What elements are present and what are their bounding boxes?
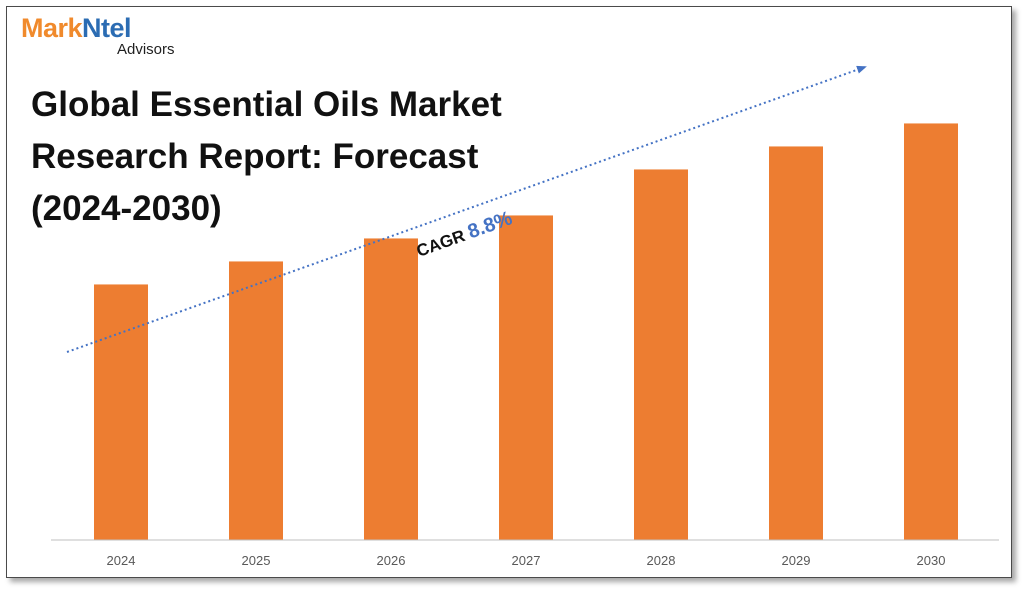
cagr-label: CAGR	[414, 224, 472, 260]
logo-subtitle: Advisors	[117, 41, 175, 58]
x-tick-labels: 2024 2025 2026 2027 2028 2029 2030	[107, 553, 946, 568]
bar-2029	[769, 146, 823, 540]
bar-2028	[634, 169, 688, 540]
bar-2027	[499, 215, 553, 540]
logo-ntel-text: Ntel	[82, 13, 132, 43]
logo-wordmark: MarkNtel	[21, 13, 221, 43]
x-tick-label-2024: 2024	[107, 553, 136, 568]
x-tick-label-2027: 2027	[512, 553, 541, 568]
bar-chart: 2024 2025 2026 2027 2028 2029 2030 CAGR 8.8%	[51, 65, 999, 568]
logo-mark-text: Mark	[21, 13, 83, 43]
bar-2030	[904, 123, 958, 540]
title-line-1: Global Essential Oils Market	[31, 85, 502, 124]
bar-2025	[229, 261, 283, 540]
chart-title: Global Essential Oils Market Research Re…	[31, 79, 591, 235]
x-tick-label-2028: 2028	[647, 553, 676, 568]
marknetel-logo: MarkNtel Advisors	[21, 13, 221, 63]
x-tick-label-2029: 2029	[782, 553, 811, 568]
chart-frame: MarkNtel Advisors Global Essential Oils …	[6, 6, 1012, 578]
bars-group	[94, 123, 958, 540]
title-line-3: (2024-2030)	[31, 189, 222, 228]
x-tick-label-2025: 2025	[242, 553, 271, 568]
x-tick-label-2026: 2026	[377, 553, 406, 568]
bar-2026	[364, 238, 418, 540]
x-tick-label-2030: 2030	[917, 553, 946, 568]
title-line-2: Research Report: Forecast	[31, 137, 479, 176]
bar-2024	[94, 284, 148, 540]
cagr-trend-arrow	[66, 65, 867, 353]
